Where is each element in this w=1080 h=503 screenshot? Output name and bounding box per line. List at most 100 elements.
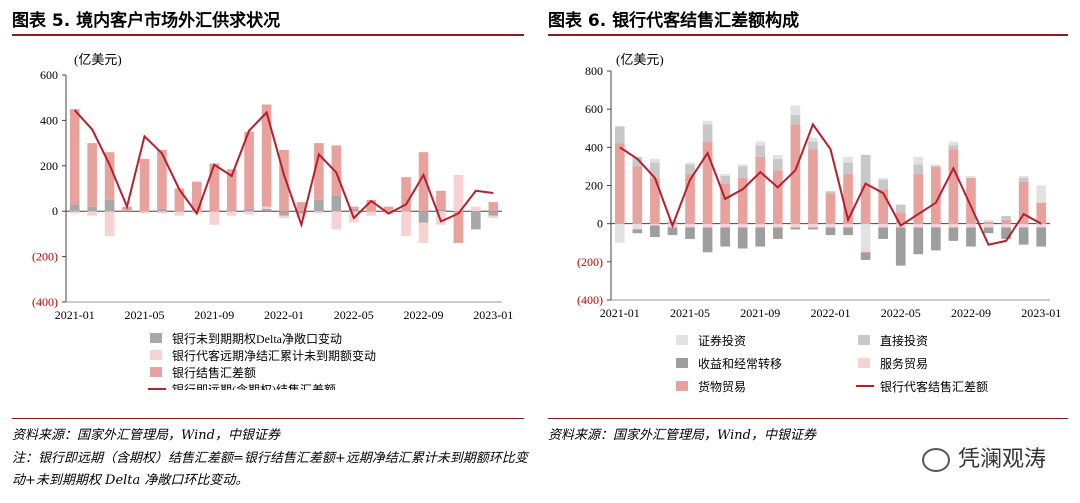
left-bar xyxy=(296,213,307,219)
right-bar xyxy=(843,174,853,224)
right-bar xyxy=(966,177,976,224)
left-bar xyxy=(279,215,289,219)
right-bar xyxy=(737,227,748,249)
left-bar xyxy=(331,195,342,212)
left-bar xyxy=(453,174,464,212)
right-legend-label: 银行代客结售汇差额 xyxy=(880,379,988,394)
left-bar xyxy=(488,202,499,212)
left-bar xyxy=(453,211,464,243)
right-bar xyxy=(614,223,625,243)
left-bar xyxy=(314,211,324,214)
left-bar xyxy=(69,211,80,214)
left-legend-label: 银行结售汇差额 xyxy=(172,365,256,380)
left-bar xyxy=(279,211,289,216)
left-bar xyxy=(366,199,376,212)
right-title-rule xyxy=(548,34,1068,36)
left-bar xyxy=(244,208,254,212)
left-bar xyxy=(192,181,202,212)
right-bar xyxy=(878,189,889,224)
right-bar xyxy=(632,227,643,230)
left-y-tick-label: 200 xyxy=(40,159,58,173)
left-x-tick-label: 2023-01 xyxy=(473,308,513,322)
right-bar xyxy=(737,164,748,167)
right-bar xyxy=(913,227,924,255)
right-unit-label: (亿美元) xyxy=(616,52,664,67)
right-bar xyxy=(931,223,941,228)
left-bar xyxy=(174,188,185,212)
right-bar xyxy=(685,174,695,224)
right-legend-swatch xyxy=(858,335,870,345)
right-bar xyxy=(808,227,818,230)
right-source: 资料来源：国家外汇管理局，Wind，中银证券 xyxy=(548,428,816,443)
right-bar xyxy=(737,177,748,224)
right-bar xyxy=(755,145,766,157)
right-bar xyxy=(614,126,625,144)
right-y-tick-label: (400) xyxy=(577,293,603,307)
right-bar xyxy=(825,191,836,194)
right-bar xyxy=(913,156,924,165)
right-line-series xyxy=(619,122,1042,246)
watermark: 凭澜观涛 xyxy=(921,441,1046,473)
right-bar xyxy=(825,223,836,228)
right-bar xyxy=(702,223,713,228)
right-legend-label: 证券投资 xyxy=(698,333,746,348)
left-legend-label: 银行未到期期权Delta净敞口变动 xyxy=(172,331,342,346)
right-bar xyxy=(772,154,783,159)
left-bar xyxy=(296,211,307,214)
left-x-tick-label: 2021-01 xyxy=(55,308,95,322)
right-bar xyxy=(1018,181,1029,224)
left-bar xyxy=(436,208,446,212)
left-bar xyxy=(488,211,499,216)
right-bar xyxy=(755,141,766,146)
right-legend-swatch xyxy=(858,358,870,368)
left-bar xyxy=(418,152,429,212)
left-legend-label: 银行即远期(含期权)结售汇差额 xyxy=(172,382,336,390)
left-bar xyxy=(296,202,307,212)
right-bar xyxy=(1001,223,1011,228)
right-legend-label: 服务贸易 xyxy=(880,356,928,371)
right-bar xyxy=(685,162,695,165)
left-bar xyxy=(244,211,254,215)
right-bar xyxy=(860,248,871,253)
left-bar xyxy=(331,145,342,196)
right-bar xyxy=(931,164,941,167)
right-y-tick-label: 400 xyxy=(585,140,603,154)
right-y-tick-label: 0 xyxy=(597,217,603,231)
right-bar xyxy=(667,227,678,236)
right-chart-title: 图表 6. 银行代客结售汇差额构成 xyxy=(548,11,800,31)
right-bar xyxy=(948,141,959,146)
left-bar xyxy=(261,208,272,212)
right-bar xyxy=(702,227,713,253)
right-bar xyxy=(1036,202,1047,224)
right-bar xyxy=(983,221,994,224)
left-y-tick-label: (400) xyxy=(32,295,58,309)
right-bar xyxy=(808,149,818,224)
left-bar xyxy=(401,211,411,237)
right-source-rule xyxy=(548,418,1068,419)
right-bar xyxy=(1001,227,1011,239)
right-bar xyxy=(913,174,924,224)
left-note: 注：银行即远期（含期权）结售汇差额=银行结售汇差额+远期净结汇累计未到期额环比变… xyxy=(12,451,528,488)
left-bar xyxy=(348,208,359,212)
right-bar xyxy=(772,170,783,224)
left-x-tick-label: 2022-09 xyxy=(404,308,444,322)
right-bar xyxy=(983,227,994,234)
right-x-tick-label: 2022-09 xyxy=(951,306,991,320)
right-bar xyxy=(843,156,853,163)
left-bar xyxy=(261,104,272,207)
right-x-tick-label: 2021-09 xyxy=(740,306,780,320)
left-bar xyxy=(418,211,429,223)
left-bar xyxy=(87,206,97,212)
left-y-tick-label: 0 xyxy=(52,204,58,218)
right-bar xyxy=(825,193,836,224)
left-x-tick-label: 2021-05 xyxy=(124,308,164,322)
right-bar xyxy=(1001,219,1011,224)
left-bar xyxy=(261,206,272,209)
left-bar xyxy=(104,152,115,200)
right-bar xyxy=(843,162,853,175)
left-bar xyxy=(87,211,97,216)
right-bar xyxy=(685,223,695,228)
right-bar xyxy=(737,166,748,178)
left-bar xyxy=(279,149,289,212)
right-bar xyxy=(755,156,766,224)
